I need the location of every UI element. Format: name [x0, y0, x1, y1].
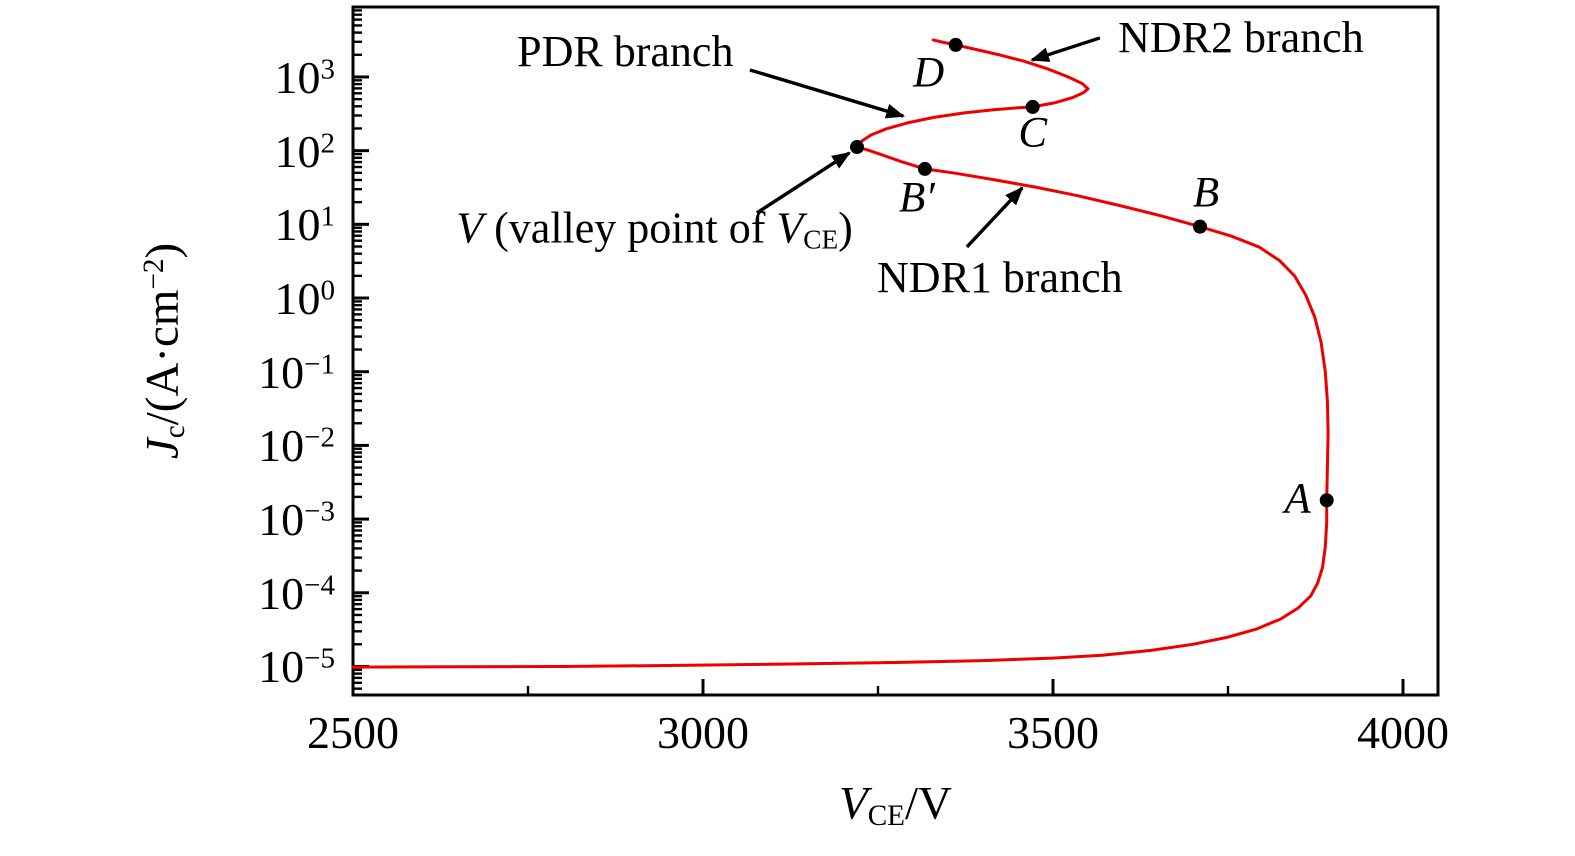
y-tick-label-exponent: −2	[304, 421, 335, 454]
y-tick-label: 10−5	[258, 644, 335, 690]
annotation-pdr-branch: PDR branch	[517, 26, 734, 76]
x-tick-label-text: 3000	[657, 707, 749, 758]
x-tick-label: 3000	[657, 710, 749, 756]
x-tick-label: 2500	[307, 710, 399, 756]
y-tick-label: 10−1	[258, 346, 335, 398]
y-tick-label-base: 10	[274, 125, 321, 177]
y-tick-label-exponent: 0	[320, 274, 336, 307]
data-point-label-B-prime: B′	[899, 174, 935, 222]
annotation-text-part: PDR branch	[517, 26, 734, 76]
annotation-text-part: )	[838, 203, 853, 253]
x-axis-title-part: V	[839, 777, 868, 830]
annotation-arrow-valley-point	[755, 151, 851, 215]
x-tick-label-text: 2500	[307, 707, 399, 758]
annotation-text-part: V	[456, 203, 484, 253]
y-tick-label-exponent: 2	[320, 127, 336, 160]
x-tick-label-text: 4000	[1357, 707, 1449, 758]
y-axis-title-part: −2	[138, 258, 171, 290]
y-tick-label: 10−2	[258, 423, 335, 469]
x-tick-label-text: 3500	[1007, 707, 1099, 758]
data-point-dot-V	[850, 140, 864, 155]
annotation-text-part: NDR1 branch	[876, 252, 1123, 302]
annotation-arrow-pdr-branch	[749, 68, 905, 119]
plot-frame	[351, 5, 1440, 697]
annotation-valley-point: V (valley point of VCE)	[456, 206, 853, 253]
data-point-label-C: C	[1018, 109, 1048, 157]
x-axis-title-part: /V	[904, 777, 952, 830]
x-axis-title-part: CE	[867, 800, 905, 833]
y-axis-title-part: /(A·cm	[136, 289, 189, 426]
y-tick-label-exponent: −3	[304, 495, 335, 528]
y-tick-label-base: 10	[258, 346, 305, 398]
y-tick-label-base: 10	[274, 199, 321, 251]
y-axis-title-part: J	[136, 438, 189, 460]
x-tick-label: 4000	[1357, 710, 1449, 756]
y-tick-label-exponent: −1	[304, 348, 335, 381]
annotation-arrow-ndr2-branch	[1030, 36, 1101, 62]
y-tick-label-base: 10	[258, 567, 305, 619]
y-tick-label-exponent: 3	[320, 53, 336, 86]
y-tick-label: 102	[274, 125, 336, 177]
y-tick-label-exponent: −4	[304, 569, 335, 602]
annotation-ndr2-branch: NDR2 branch	[1118, 12, 1364, 62]
y-tick-label-exponent: 1	[320, 200, 336, 233]
annotation-text-part: V	[776, 203, 804, 253]
curve-path	[351, 38, 1330, 669]
y-axis-title-part: )	[136, 242, 189, 259]
annotation-text-part: CE	[803, 224, 839, 255]
data-point-dot-B-prime	[917, 161, 932, 176]
data-point-dot-B	[1193, 219, 1207, 234]
y-tick-label-base: 10	[274, 273, 321, 325]
data-point-label-D: D	[913, 49, 945, 97]
y-tick-label-base: 10	[258, 420, 305, 472]
y-axis-title: Jc/(A·cm−2)	[136, 242, 192, 460]
y-tick-label: 103	[274, 51, 336, 103]
data-point-label-A: A	[1284, 475, 1311, 523]
y-tick-label: 10−4	[258, 567, 335, 619]
y-tick-label-base: 10	[274, 51, 321, 103]
y-tick-label-exponent: −5	[304, 642, 335, 675]
data-point-label-B: B	[1192, 169, 1220, 217]
x-tick-label: 3500	[1007, 710, 1099, 756]
y-tick-label-base: 10	[258, 494, 305, 546]
annotation-text-part: NDR2 branch	[1118, 12, 1364, 62]
y-axis-title-part: c	[159, 425, 192, 439]
annotation-arrow-ndr1-branch	[965, 186, 1024, 249]
annotation-ndr1-branch: NDR1 branch	[876, 252, 1123, 302]
y-tick-label: 100	[275, 276, 336, 322]
data-point-dot-C	[1025, 99, 1040, 114]
y-tick-label: 101	[275, 202, 336, 248]
y-tick-label-base: 10	[258, 641, 305, 693]
data-point-dot-A	[1319, 493, 1334, 508]
x-axis-title: VCE/V	[839, 777, 952, 833]
data-point-dot-D	[948, 37, 963, 52]
y-tick-label: 10−3	[258, 497, 335, 543]
annotation-text-part: (valley point of	[483, 203, 777, 253]
